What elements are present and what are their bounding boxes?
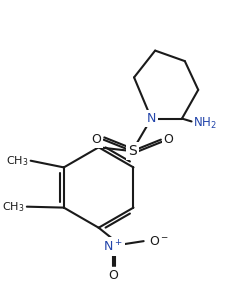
Text: O: O (90, 133, 100, 146)
Text: O: O (163, 133, 173, 146)
Text: CH$_3$: CH$_3$ (6, 154, 29, 168)
Text: S: S (127, 144, 136, 158)
Text: N: N (146, 112, 155, 125)
Text: O$^-$: O$^-$ (148, 235, 168, 248)
Text: O: O (108, 269, 117, 282)
Text: N$^+$: N$^+$ (103, 239, 122, 255)
Text: CH$_3$: CH$_3$ (2, 200, 25, 214)
Text: NH$_2$: NH$_2$ (193, 116, 216, 131)
